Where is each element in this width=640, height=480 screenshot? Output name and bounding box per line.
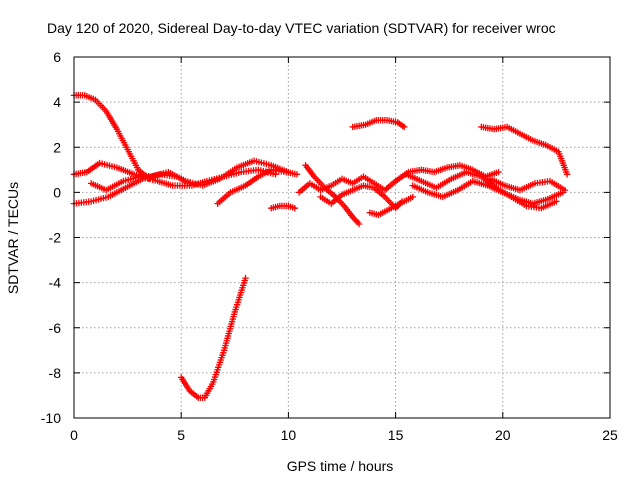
x-tick-label: 5 [177,427,185,443]
series-arc-12 [349,116,408,131]
data-point [291,204,299,212]
series-arc-11 [366,193,416,219]
x-axis-label: GPS time / hours [287,458,394,474]
y-tick-label: 0 [53,184,61,200]
data-point [355,220,363,228]
x-tick-label: 0 [70,427,78,443]
data-point [409,193,416,201]
series-arc-15 [478,123,571,178]
series-arc-5 [178,274,249,401]
series-arc-4 [87,166,279,194]
axis-ticks: 0 5 10 15 20 25 -10 -8 -6 -4 -2 0 2 4 6 [41,49,618,443]
data-point [561,186,569,194]
y-tick-label: -6 [49,320,62,336]
data-point [400,123,408,131]
y-tick-label: -10 [41,410,61,426]
x-tick-label: 15 [388,427,404,443]
y-tick-label: 2 [53,139,61,155]
x-tick-label: 25 [602,427,618,443]
x-tick-label: 20 [495,427,511,443]
y-tick-label: 4 [53,94,61,110]
chart-title: Day 120 of 2020, Sidereal Day-to-day VTE… [47,20,556,36]
data-point [495,168,502,176]
series-arc-8 [302,162,363,228]
data-point [553,198,560,205]
y-axis-label: SDTVAR / TECUs [5,182,21,294]
series-arc-16 [486,175,569,194]
series-arc-7 [268,202,299,212]
data-point [242,274,249,282]
y-tick-label: -2 [49,230,62,246]
y-tick-label: -4 [49,275,62,291]
data-marks [70,92,571,401]
data-point [272,171,279,178]
x-tick-label: 10 [281,427,297,443]
y-tick-label: 6 [53,49,61,65]
data-point [563,171,571,178]
data-point [293,171,301,178]
series-arc-9 [295,162,502,196]
grid-lines [74,57,610,418]
series-arc-14 [403,168,560,212]
series-arc-6 [214,166,301,207]
y-tick-label: -8 [49,365,62,381]
